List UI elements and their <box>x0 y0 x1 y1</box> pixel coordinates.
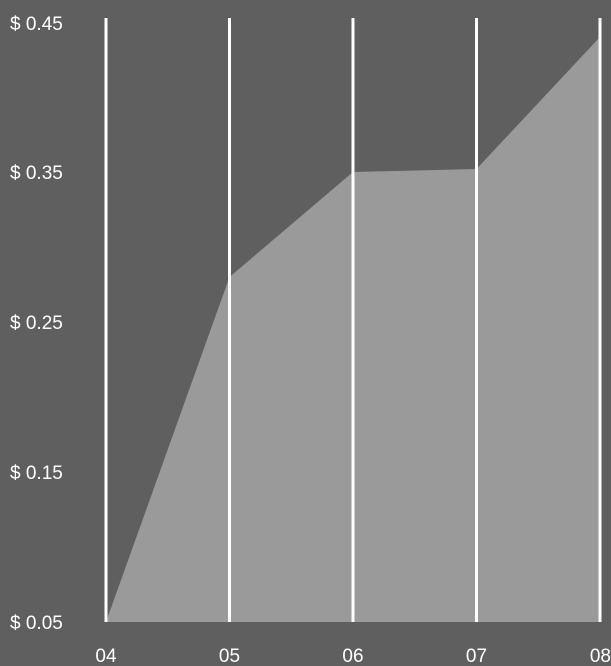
x-tick-label: 08 <box>590 646 611 666</box>
y-tick-label: $ 0.25 <box>10 313 63 334</box>
x-tick-label: 06 <box>342 646 363 666</box>
y-tick-label: $ 0.15 <box>10 463 63 484</box>
y-tick-label: $ 0.35 <box>10 163 63 184</box>
x-tick-label: 07 <box>466 646 487 666</box>
y-tick-label: $ 0.05 <box>10 613 63 634</box>
x-tick-label: 04 <box>95 646 117 666</box>
x-tick-label: 05 <box>219 646 240 666</box>
y-tick-label: $ 0.45 <box>10 14 63 35</box>
